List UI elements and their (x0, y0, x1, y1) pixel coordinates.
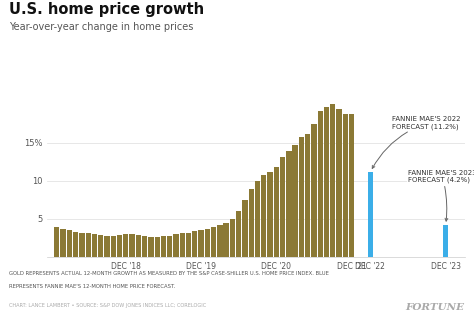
Bar (273, 167, 279, 257)
Bar (337, 109, 342, 257)
Bar (98, 235, 103, 257)
Bar (123, 234, 128, 257)
Bar (299, 137, 304, 257)
Text: FANNIE MAE'S 2022
FORECAST (11.2%): FANNIE MAE'S 2022 FORECAST (11.2%) (372, 117, 461, 169)
Text: FANNIE MAE'S 2023
FORECAST (4.2%): FANNIE MAE'S 2023 FORECAST (4.2%) (408, 169, 474, 221)
Bar (236, 211, 241, 257)
Text: CHART: LANCE LAMBERT • SOURCE: S&P DOW JONES INDICES LLC; CORELOGIC: CHART: LANCE LAMBERT • SOURCE: S&P DOW J… (9, 303, 207, 308)
Bar (311, 124, 317, 257)
Bar (92, 234, 97, 257)
Bar (173, 234, 179, 257)
Bar (443, 225, 448, 257)
Bar (255, 181, 260, 257)
Bar (349, 114, 354, 257)
Bar (180, 233, 185, 257)
Bar (318, 111, 323, 257)
Bar (324, 107, 329, 257)
Bar (67, 230, 72, 257)
Bar (330, 104, 336, 257)
Bar (280, 157, 285, 257)
Text: Year-over-year change in home prices: Year-over-year change in home prices (9, 22, 194, 32)
Bar (110, 236, 116, 257)
Bar (117, 235, 122, 257)
Text: REPRESENTS FANNIE MAE'S 12-MONTH HOME PRICE FORECAST.: REPRESENTS FANNIE MAE'S 12-MONTH HOME PR… (9, 284, 176, 289)
Bar (142, 236, 147, 257)
Bar (248, 189, 254, 257)
Bar (242, 200, 247, 257)
Bar (205, 229, 210, 257)
Bar (54, 227, 59, 257)
Bar (292, 144, 298, 257)
Bar (73, 232, 78, 257)
Bar (60, 229, 66, 257)
Bar (186, 232, 191, 257)
Bar (85, 233, 91, 257)
Bar (136, 235, 141, 257)
Bar (267, 172, 273, 257)
Bar (148, 237, 154, 257)
Bar (161, 236, 166, 257)
Text: FORTUNE: FORTUNE (406, 303, 465, 312)
Bar (129, 234, 135, 257)
Bar (79, 232, 84, 257)
Bar (217, 225, 223, 257)
Bar (199, 230, 204, 257)
Bar (224, 223, 229, 257)
Bar (286, 151, 292, 257)
Text: U.S. home price growth: U.S. home price growth (9, 2, 205, 17)
Bar (167, 236, 173, 257)
Bar (230, 219, 235, 257)
Text: GOLD REPRESENTS ACTUAL 12-MONTH GROWTH AS MEASURED BY THE S&P CASE-SHILLER U.S. : GOLD REPRESENTS ACTUAL 12-MONTH GROWTH A… (9, 271, 329, 276)
Bar (104, 236, 109, 257)
Bar (368, 172, 373, 257)
Bar (305, 134, 310, 257)
Bar (155, 237, 160, 257)
Bar (211, 227, 216, 257)
Bar (343, 114, 348, 257)
Bar (192, 231, 198, 257)
Bar (261, 175, 266, 257)
